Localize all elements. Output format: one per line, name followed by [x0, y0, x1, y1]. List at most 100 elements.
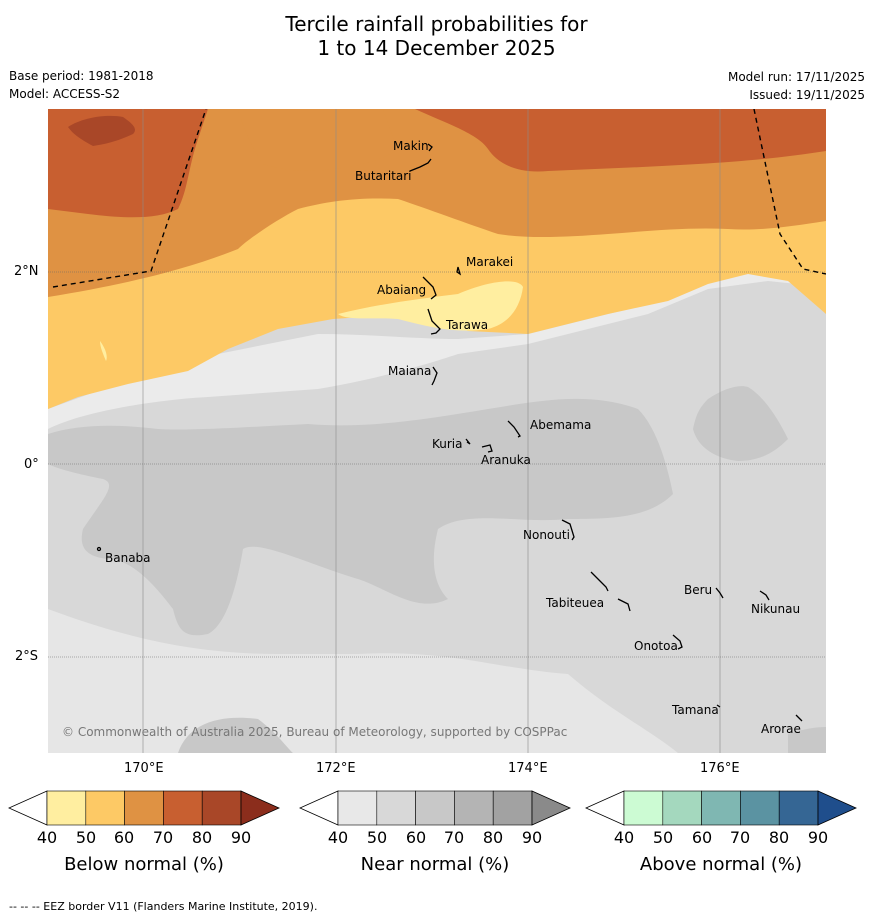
near-normal-40-band — [48, 267, 826, 429]
base-period: Base period: 1981-2018 — [9, 69, 154, 83]
eez-footer-note: -- -- -- EEZ border V11 (Flanders Marine… — [9, 900, 318, 913]
colorbar-1-segment-3 — [454, 790, 494, 826]
island-nonouti — [561, 519, 575, 541]
island-maiana — [431, 366, 438, 386]
title-line-1: Tercile rainfall probabilities for — [285, 12, 588, 36]
probability-map — [48, 109, 826, 753]
lon-label-176: 176°E — [700, 761, 740, 776]
place-nikunau: Nikunau — [751, 602, 801, 616]
colorbar-0-segment-0 — [46, 790, 87, 826]
below-normal-80-area-east — [415, 109, 826, 172]
model-run: Model run: 17/11/2025 — [727, 70, 865, 84]
island-marakei — [456, 266, 462, 276]
place-abemama: Abemama — [530, 418, 592, 432]
colorbar-0-segment-4 — [201, 790, 242, 826]
colorbar-1-segment-2 — [415, 790, 455, 826]
island-abemama — [507, 420, 521, 438]
place-banaba: Banaba — [105, 551, 151, 565]
cb2-tick-40: 40 — [613, 828, 635, 847]
cb0-tick-90: 90 — [230, 828, 252, 847]
place-tarawa: Tarawa — [446, 318, 489, 332]
island-abaiang — [422, 276, 437, 300]
cb2-tick-70: 70 — [729, 828, 751, 847]
below-normal-50-area — [338, 281, 523, 331]
cb2-label: Above normal (%) — [639, 854, 803, 875]
lon-label-174: 174°E — [508, 761, 548, 776]
cb1-tick-70: 70 — [443, 828, 465, 847]
place-butaritari: Butaritari — [355, 169, 412, 183]
copyright-notice: © Commonwealth of Australia 2025, Bureau… — [62, 725, 568, 739]
place-tabiteuea: Tabiteuea — [546, 596, 605, 610]
title-line-2: 1 to 14 December 2025 — [317, 36, 556, 60]
lon-label-170: 170°E — [124, 761, 164, 776]
cb1-tick-60: 60 — [405, 828, 427, 847]
cb0-tick-70: 70 — [152, 828, 174, 847]
island-tabiteuea-north — [590, 571, 609, 592]
eez-border-east — [753, 109, 826, 275]
map-title: Tercile rainfall probabilities for 1 to … — [0, 12, 873, 60]
cb2-tick-60: 60 — [691, 828, 713, 847]
colorbar-2-low-extend — [585, 790, 625, 826]
cb0-tick-40: 40 — [36, 828, 58, 847]
colorbar-2-segment-3 — [740, 790, 780, 826]
colorbar-1-segment-0 — [337, 790, 378, 826]
colorbar-2-segment-4 — [778, 790, 819, 826]
below-normal-70-patch — [238, 109, 398, 171]
cb2-tick-80: 80 — [768, 828, 790, 847]
place-maiana: Maiana — [388, 364, 432, 378]
near-normal-40-area — [48, 609, 678, 753]
place-onotoa: Onotoa — [634, 639, 678, 653]
map-canvas — [48, 109, 826, 753]
island-aranuka — [481, 444, 493, 453]
colorbar-0-segment-3 — [163, 790, 203, 826]
near-normal-60-patch-se — [788, 727, 826, 753]
lat-label-2n: 2°N — [14, 264, 39, 279]
cb2-tick-90: 90 — [807, 828, 829, 847]
island-nikunau — [759, 590, 770, 601]
below-normal-90-patch — [68, 115, 135, 146]
island-tarawa — [427, 308, 441, 335]
island-kuria — [465, 438, 471, 445]
colorbar-2-segment-1 — [662, 790, 702, 826]
cb2-tick-50: 50 — [652, 828, 674, 847]
colorbar-1-segment-1 — [376, 790, 416, 826]
island-onotoa — [672, 634, 683, 650]
colorbar-0-low-extend — [8, 790, 48, 826]
colorbar-0-segment-1 — [85, 790, 125, 826]
island-arorae — [795, 714, 803, 722]
colorbars — [8, 790, 857, 826]
island-outlines — [96, 143, 803, 722]
cb0-tick-50: 50 — [75, 828, 97, 847]
island-butaritari — [409, 158, 432, 172]
colorbar-0-high-extend — [240, 790, 280, 826]
colorbar-2-segment-2 — [701, 790, 741, 826]
place-abaiang: Abaiang — [377, 283, 427, 297]
colorbar-0-segment-2 — [124, 790, 164, 826]
lat-label-0: 0° — [24, 457, 39, 472]
eez-border-west — [52, 109, 207, 288]
cb0-label: Below normal (%) — [64, 854, 224, 875]
cb1-tick-80: 80 — [482, 828, 504, 847]
colorbar-2-segment-0 — [623, 790, 664, 826]
near-normal-60-patch-e — [693, 386, 788, 461]
island-tamana — [716, 704, 721, 708]
lat-label-2s: 2°S — [15, 649, 39, 664]
cb1-tick-50: 50 — [366, 828, 388, 847]
cb1-tick-90: 90 — [521, 828, 543, 847]
cb0-tick-60: 60 — [113, 828, 135, 847]
island-beru — [715, 587, 724, 599]
cb1-tick-40: 40 — [327, 828, 349, 847]
issued-date: Issued: 19/11/2025 — [749, 88, 865, 102]
place-beru: Beru — [684, 583, 713, 597]
place-arorae: Arorae — [761, 722, 801, 736]
below-normal-50-patch — [100, 341, 107, 361]
colorbar-1-high-extend — [531, 790, 571, 826]
colorbar-1-low-extend — [299, 790, 339, 826]
lon-label-172: 172°E — [316, 761, 356, 776]
place-makin: Makin — [393, 139, 429, 153]
island-banaba — [96, 546, 102, 552]
place-aranuka: Aranuka — [481, 453, 531, 467]
near-normal-60-area — [48, 398, 673, 636]
cb0-tick-80: 80 — [191, 828, 213, 847]
place-marakei: Marakei — [466, 255, 514, 269]
